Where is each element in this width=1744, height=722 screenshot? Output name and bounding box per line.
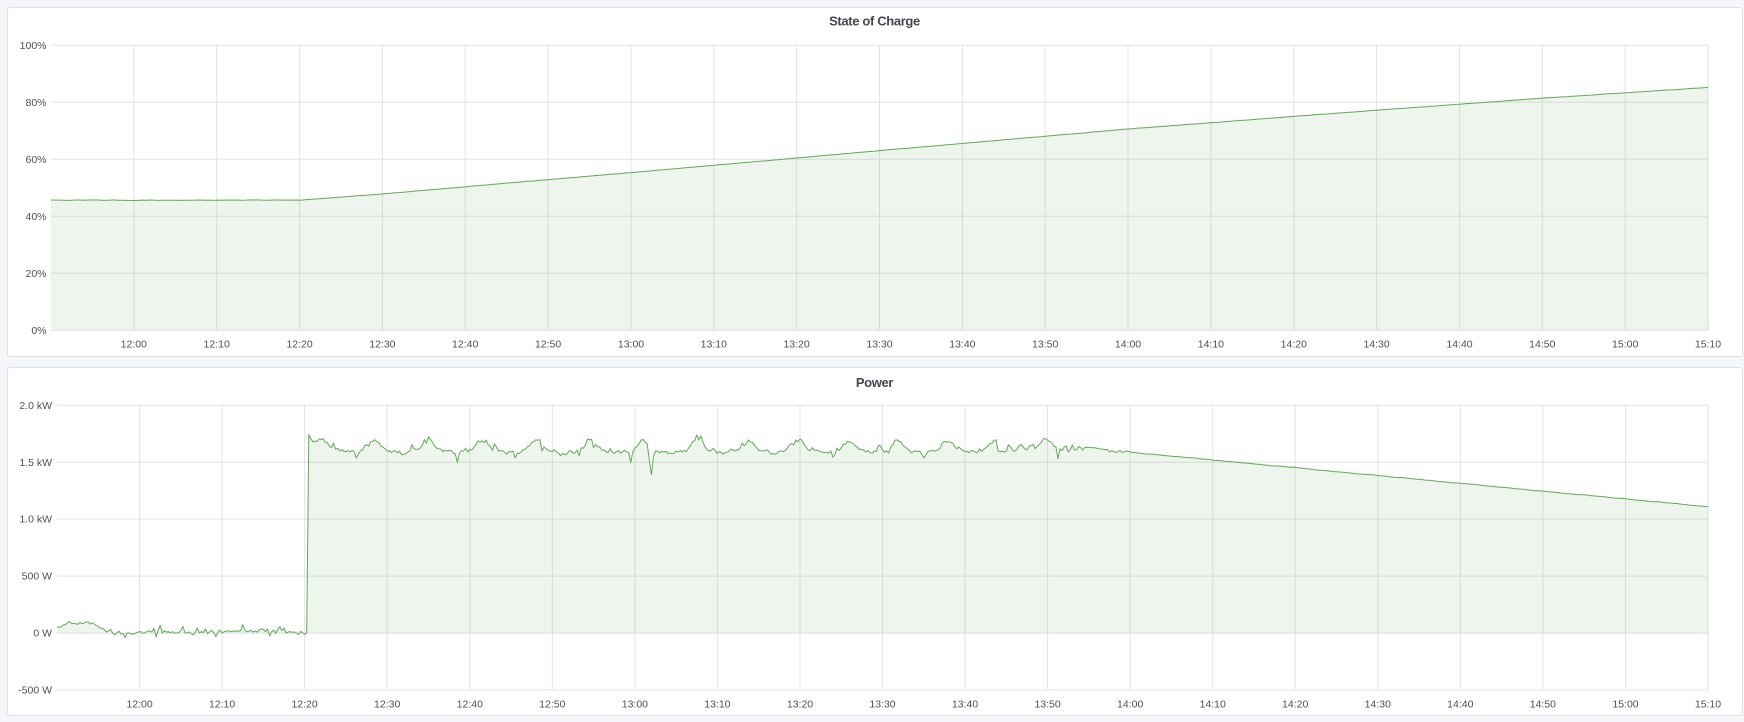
svg-text:14:20: 14:20	[1282, 699, 1308, 711]
svg-text:20%: 20%	[25, 268, 46, 280]
svg-text:0%: 0%	[31, 325, 46, 337]
svg-text:14:40: 14:40	[1447, 699, 1473, 711]
svg-text:13:30: 13:30	[869, 699, 895, 711]
svg-text:15:00: 15:00	[1612, 699, 1638, 711]
svg-text:100%: 100%	[20, 40, 47, 52]
svg-text:14:30: 14:30	[1363, 339, 1389, 351]
svg-text:500 W: 500 W	[22, 571, 52, 583]
svg-text:State of Charge: State of Charge	[829, 14, 920, 29]
svg-text:14:30: 14:30	[1365, 699, 1391, 711]
svg-text:13:30: 13:30	[866, 339, 892, 351]
svg-text:1.5 kW: 1.5 kW	[19, 457, 52, 469]
svg-text:12:50: 12:50	[535, 339, 561, 351]
svg-text:13:00: 13:00	[622, 699, 648, 711]
svg-text:12:40: 12:40	[452, 339, 478, 351]
svg-text:1.0 kW: 1.0 kW	[19, 514, 52, 526]
svg-text:13:40: 13:40	[949, 339, 975, 351]
svg-text:14:40: 14:40	[1446, 339, 1472, 351]
svg-text:40%: 40%	[25, 211, 46, 223]
svg-text:15:00: 15:00	[1612, 339, 1638, 351]
svg-text:14:20: 14:20	[1281, 339, 1307, 351]
svg-text:-500 W: -500 W	[18, 685, 52, 697]
svg-text:15:10: 15:10	[1695, 699, 1721, 711]
svg-text:13:10: 13:10	[704, 699, 730, 711]
svg-text:80%: 80%	[25, 97, 46, 109]
svg-text:2.0 kW: 2.0 kW	[19, 400, 52, 412]
svg-text:13:10: 13:10	[701, 339, 727, 351]
svg-text:12:30: 12:30	[374, 699, 400, 711]
svg-text:14:50: 14:50	[1530, 699, 1556, 711]
svg-text:12:00: 12:00	[121, 339, 147, 351]
svg-text:15:10: 15:10	[1695, 339, 1721, 351]
svg-text:13:20: 13:20	[783, 339, 809, 351]
svg-text:12:00: 12:00	[126, 699, 152, 711]
svg-text:Power: Power	[856, 375, 894, 390]
svg-text:12:20: 12:20	[286, 339, 312, 351]
svg-text:13:00: 13:00	[618, 339, 644, 351]
svg-text:14:00: 14:00	[1115, 339, 1141, 351]
svg-text:0 W: 0 W	[33, 628, 52, 640]
svg-text:60%: 60%	[25, 154, 46, 166]
svg-text:12:20: 12:20	[291, 699, 317, 711]
svg-text:14:10: 14:10	[1200, 699, 1226, 711]
svg-text:12:10: 12:10	[209, 699, 235, 711]
svg-text:13:50: 13:50	[1034, 699, 1060, 711]
svg-text:12:40: 12:40	[457, 699, 483, 711]
svg-text:14:10: 14:10	[1198, 339, 1224, 351]
svg-text:12:10: 12:10	[204, 339, 230, 351]
svg-text:12:50: 12:50	[539, 699, 565, 711]
svg-text:14:00: 14:00	[1117, 699, 1143, 711]
svg-text:13:50: 13:50	[1032, 339, 1058, 351]
svg-text:14:50: 14:50	[1529, 339, 1555, 351]
svg-text:13:40: 13:40	[952, 699, 978, 711]
svg-text:13:20: 13:20	[787, 699, 813, 711]
svg-text:12:30: 12:30	[369, 339, 395, 351]
